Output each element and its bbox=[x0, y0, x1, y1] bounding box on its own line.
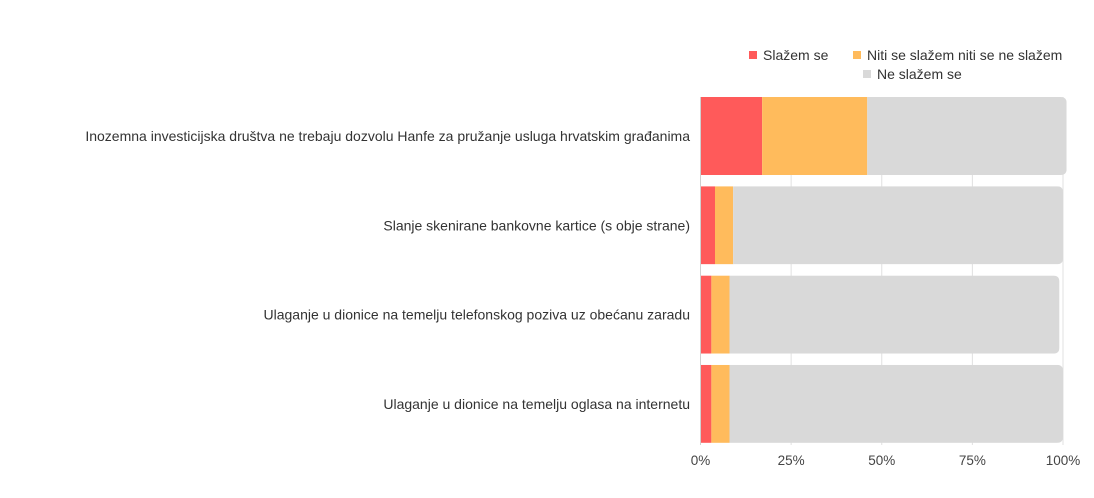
category-label: Inozemna investicijska društva ne trebaj… bbox=[85, 128, 690, 144]
legend-label: Ne slažem se bbox=[877, 66, 962, 82]
bar-segment bbox=[711, 275, 730, 354]
bar-segment bbox=[729, 364, 1063, 443]
category-label: Slanje skenirane bankovne kartice (s obj… bbox=[383, 217, 690, 233]
x-tick-label: 100% bbox=[1046, 453, 1081, 468]
bar-segment bbox=[733, 186, 1063, 265]
x-tick-label: 0% bbox=[691, 453, 711, 468]
bar-segment bbox=[729, 275, 1060, 354]
bar-segment bbox=[715, 186, 734, 265]
bar-group bbox=[700, 364, 1063, 443]
category-label: Ulaganje u dionice na temelju telefonsko… bbox=[263, 307, 690, 323]
category-label: Ulaganje u dionice na temelju oglasa na … bbox=[383, 396, 690, 412]
bar-segment bbox=[700, 275, 712, 354]
bar-group bbox=[700, 186, 1063, 265]
bar-segment bbox=[867, 97, 1067, 175]
x-tick-label: 75% bbox=[959, 453, 986, 468]
legend-label: Slažem se bbox=[763, 47, 829, 63]
bar-group bbox=[700, 97, 1067, 175]
x-tick-label: 25% bbox=[778, 453, 805, 468]
bar-segment bbox=[711, 364, 730, 443]
bar-segment bbox=[700, 97, 763, 175]
x-tick-label: 50% bbox=[868, 453, 895, 468]
legend-label: Niti se slažem niti se ne slažem bbox=[867, 47, 1062, 63]
bar-segment bbox=[700, 364, 712, 443]
legend-swatch bbox=[853, 51, 861, 59]
legend-swatch bbox=[863, 70, 871, 78]
bar-segment bbox=[700, 186, 715, 265]
bar-segment bbox=[762, 97, 868, 175]
bar-group bbox=[700, 275, 1060, 354]
legend-swatch bbox=[749, 51, 757, 59]
